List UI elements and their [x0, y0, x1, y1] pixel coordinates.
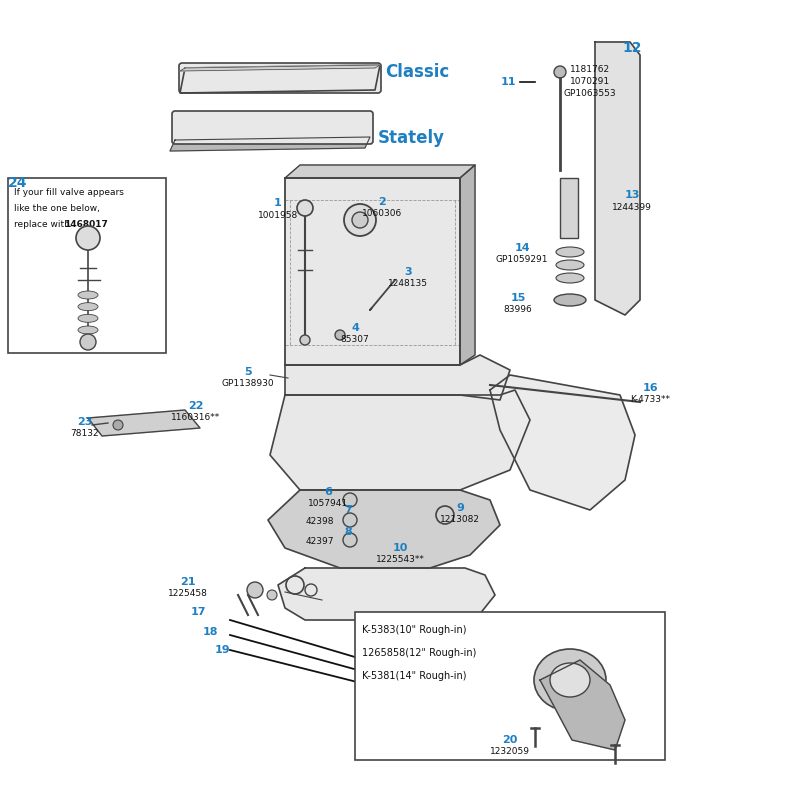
Ellipse shape: [556, 260, 584, 270]
FancyBboxPatch shape: [172, 111, 373, 144]
Polygon shape: [278, 568, 495, 620]
Text: GP1063553: GP1063553: [564, 90, 616, 98]
Text: 1468017: 1468017: [64, 220, 108, 229]
Text: 13: 13: [624, 190, 640, 200]
Ellipse shape: [550, 663, 590, 697]
Text: 21: 21: [180, 577, 196, 587]
Circle shape: [113, 420, 123, 430]
Text: Stately: Stately: [378, 129, 445, 147]
Text: 1: 1: [274, 198, 282, 208]
Text: 10: 10: [392, 543, 408, 553]
Text: 24: 24: [8, 176, 28, 190]
Polygon shape: [540, 660, 625, 750]
Circle shape: [267, 590, 277, 600]
Text: 17: 17: [190, 607, 206, 617]
Text: 6: 6: [324, 487, 332, 497]
Ellipse shape: [556, 273, 584, 283]
Ellipse shape: [556, 247, 584, 257]
Circle shape: [343, 493, 357, 507]
Polygon shape: [285, 355, 510, 400]
Ellipse shape: [534, 649, 606, 711]
Text: GP1059291: GP1059291: [496, 255, 548, 265]
Circle shape: [343, 513, 357, 527]
Text: 1070291: 1070291: [570, 78, 610, 86]
Text: 1244399: 1244399: [612, 202, 652, 211]
Text: 1225543**: 1225543**: [375, 555, 425, 565]
Text: 1001958: 1001958: [258, 210, 298, 219]
Text: 1160316**: 1160316**: [171, 414, 221, 422]
Text: 12: 12: [622, 41, 642, 55]
Text: like the one below,: like the one below,: [14, 204, 100, 213]
Text: 4: 4: [351, 323, 359, 333]
Text: 1181762: 1181762: [570, 66, 610, 74]
Circle shape: [335, 330, 345, 340]
Polygon shape: [270, 390, 530, 490]
Ellipse shape: [78, 326, 98, 334]
Circle shape: [343, 533, 357, 547]
Text: 1057941: 1057941: [308, 499, 348, 509]
Text: Classic: Classic: [385, 63, 450, 81]
Text: 1265858(12" Rough-in): 1265858(12" Rough-in): [362, 648, 476, 658]
Circle shape: [300, 335, 310, 345]
Polygon shape: [180, 65, 380, 93]
Polygon shape: [88, 410, 200, 436]
Polygon shape: [595, 42, 640, 315]
Text: 14: 14: [514, 243, 530, 253]
Circle shape: [80, 334, 96, 350]
Text: 1232059: 1232059: [490, 747, 530, 757]
Polygon shape: [180, 65, 380, 71]
Polygon shape: [170, 137, 370, 151]
Text: 22: 22: [188, 401, 204, 411]
Text: 3: 3: [404, 267, 412, 277]
Polygon shape: [268, 490, 500, 568]
Circle shape: [352, 212, 368, 228]
Bar: [560, 178, 578, 238]
Text: K-5383(10" Rough-in): K-5383(10" Rough-in): [362, 625, 466, 635]
Polygon shape: [285, 178, 460, 365]
Text: 42398: 42398: [306, 518, 334, 526]
Text: 1225458: 1225458: [168, 590, 208, 598]
Text: 23: 23: [78, 417, 93, 427]
FancyBboxPatch shape: [179, 63, 381, 93]
Text: 15: 15: [510, 293, 526, 303]
Polygon shape: [490, 375, 635, 510]
Text: replace with: replace with: [14, 220, 73, 229]
Text: 20: 20: [502, 735, 518, 745]
Text: If your fill valve appears: If your fill valve appears: [14, 188, 124, 197]
Bar: [8, 178, 166, 353]
Text: GP1138930: GP1138930: [222, 379, 274, 389]
Ellipse shape: [78, 291, 98, 299]
Circle shape: [76, 226, 100, 250]
Text: 83996: 83996: [504, 306, 532, 314]
Text: 18: 18: [202, 627, 218, 637]
Text: 78132: 78132: [70, 430, 99, 438]
Circle shape: [344, 204, 376, 236]
Text: 7: 7: [344, 505, 352, 515]
Text: 85307: 85307: [341, 335, 370, 345]
Polygon shape: [285, 165, 475, 178]
Circle shape: [247, 582, 263, 598]
Text: 1060306: 1060306: [362, 210, 402, 218]
Circle shape: [297, 200, 313, 216]
Text: 16: 16: [642, 383, 658, 393]
Circle shape: [554, 66, 566, 78]
Ellipse shape: [554, 294, 586, 306]
Ellipse shape: [78, 314, 98, 322]
Text: 5: 5: [244, 367, 252, 377]
Text: 42397: 42397: [306, 538, 334, 546]
Text: 2: 2: [378, 197, 386, 207]
Text: 11: 11: [500, 77, 516, 87]
Text: 1248135: 1248135: [388, 279, 428, 289]
Text: 9: 9: [456, 503, 464, 513]
Text: 19: 19: [214, 645, 230, 655]
Text: 8: 8: [344, 527, 352, 537]
Text: 1213082: 1213082: [440, 515, 480, 525]
Bar: [355, 612, 665, 760]
Text: K-4733**: K-4733**: [630, 395, 670, 405]
Text: K-5381(14" Rough-in): K-5381(14" Rough-in): [362, 671, 466, 681]
Circle shape: [436, 506, 454, 524]
Ellipse shape: [78, 302, 98, 310]
Polygon shape: [460, 165, 475, 365]
